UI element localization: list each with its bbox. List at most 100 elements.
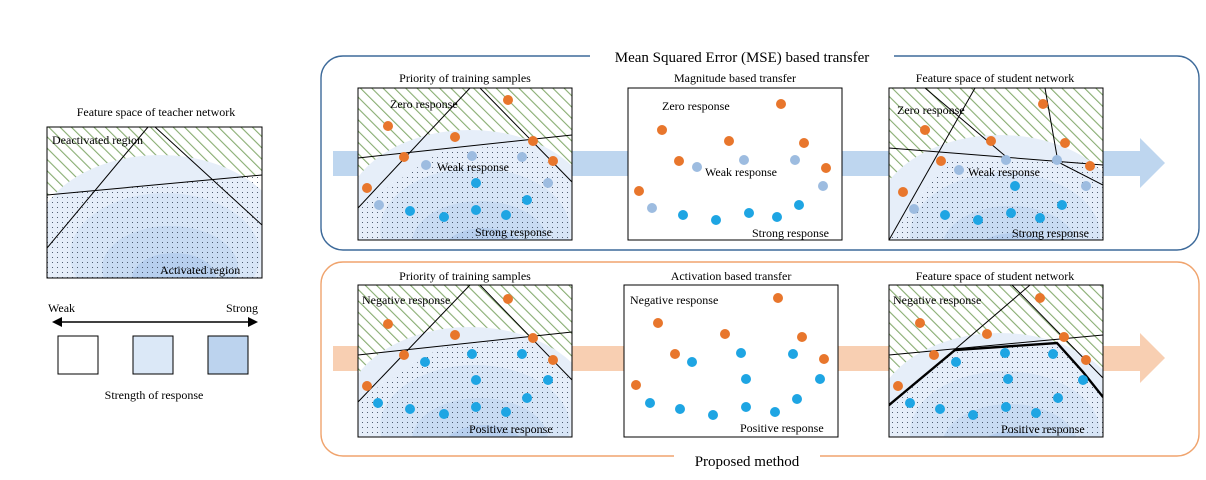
dot-blue [1031,408,1041,418]
dot-light-blue [421,160,431,170]
activated-region-label: Activated region [160,263,240,277]
proposed-student-panel [889,285,1103,437]
dot-orange [362,381,372,391]
dot-orange [982,329,992,339]
dot-blue [935,404,945,414]
dot-blue [1035,213,1045,223]
dot-blue [1003,374,1013,384]
dot-orange [776,99,786,109]
dot-blue [1057,200,1067,210]
dot-blue [373,398,383,408]
mse-panel1-title: Priority of training samples [399,71,531,85]
mse-panel3-dots [898,99,1095,225]
dot-orange [450,330,460,340]
dot-orange [893,381,903,391]
dot-blue [522,195,532,205]
deactivated-region-label: Deactivated region [52,133,143,147]
dot-blue [1053,393,1063,403]
dot-orange [1035,293,1045,303]
dot-blue [792,394,802,404]
dot-orange [634,186,644,196]
dot-blue [687,357,697,367]
dot-blue [420,357,430,367]
proposed-panel1-dots [362,294,558,419]
mse-student-panel [889,88,1103,240]
dot-orange [657,125,667,135]
proposed-panel3-dots [893,293,1091,420]
dot-blue [501,407,511,417]
dot-orange [362,183,372,193]
dot-orange [986,136,996,146]
mse-panel3-weak-label: Weak response [968,165,1040,179]
dot-blue [405,206,415,216]
dot-blue [517,349,527,359]
dot-blue [968,410,978,420]
legend-swatch-strong [207,335,249,375]
dot-light-blue [1001,155,1011,165]
dot-blue [471,178,481,188]
dot-blue [794,200,804,210]
dot-orange [724,136,734,146]
dot-light-blue [818,181,828,191]
dot-orange [773,293,783,303]
mse-panel2-strong-label: Strong response [752,226,829,240]
dot-light-blue [374,200,384,210]
dot-blue [711,215,721,225]
dot-light-blue [647,203,657,213]
dot-blue [940,210,950,220]
dot-blue [501,210,511,220]
proposed-group-title: Proposed method [695,454,800,470]
dot-blue [1078,375,1088,385]
mse-panel1-strong-label: Strong response [475,225,552,239]
proposed-panel1-positive-label: Positive response [469,422,553,436]
dot-blue [951,357,961,367]
dot-orange [1081,355,1091,365]
dot-blue [645,398,655,408]
dot-light-blue [954,165,964,175]
mse-panel1-zero-label: Zero response [390,97,458,111]
legend-caption: Strength of response [105,388,204,402]
dot-blue [1001,402,1011,412]
dot-blue [439,212,449,222]
dot-light-blue [543,178,553,188]
dot-blue [678,210,688,220]
proposed-panel1-title: Priority of training samples [399,269,531,283]
dot-orange [1059,332,1069,342]
dot-blue [741,374,751,384]
dot-blue [439,409,449,419]
dot-blue [467,349,477,359]
dot-light-blue [909,204,919,214]
dot-light-blue [517,152,527,162]
legend-weak-label: Weak [48,301,75,315]
dot-orange [503,294,513,304]
proposed-panel2-dots [631,293,829,420]
dot-orange [936,156,946,166]
dot-blue [675,404,685,414]
mse-panel2-zero-label: Zero response [662,99,730,113]
mse-group-title: Mean Squared Error (MSE) based transfer [615,50,870,66]
dot-orange [1060,138,1070,148]
dot-orange [528,333,538,343]
dot-blue [973,215,983,225]
proposed-panel2-title: Activation based transfer [671,269,792,283]
mse-panel2-dots [634,99,831,225]
dot-orange [631,380,641,390]
dot-blue [770,407,780,417]
dot-blue [744,208,754,218]
dot-light-blue [1052,155,1062,165]
dot-orange [399,152,409,162]
dot-blue [543,375,553,385]
teacher-title: Feature space of teacher network [77,105,236,119]
proposed-panel3-positive-label: Positive response [1001,422,1085,436]
dot-orange [1038,99,1048,109]
dot-orange [399,350,409,360]
dot-orange [383,121,393,131]
dot-blue [815,374,825,384]
dot-orange [819,354,829,364]
dot-orange [915,318,925,328]
proposed-activation-panel [623,284,839,438]
legend-swatch-medium [132,335,174,375]
dot-light-blue [467,151,477,161]
dot-blue [1000,348,1010,358]
